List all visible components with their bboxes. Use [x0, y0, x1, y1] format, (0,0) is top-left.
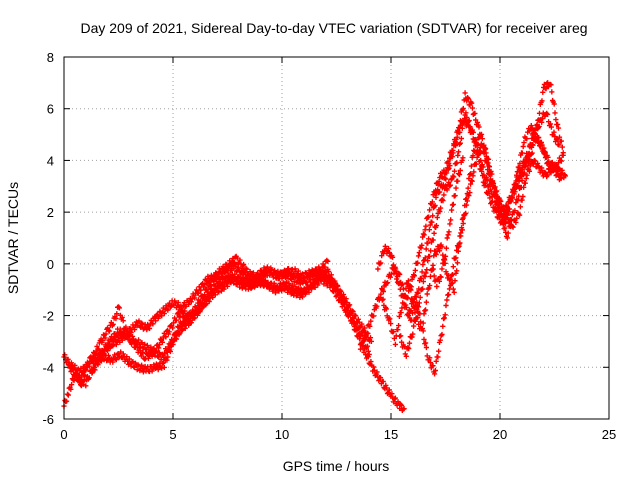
y-tick-label: 2 — [47, 205, 54, 220]
x-tick-label: 10 — [275, 427, 289, 442]
series-track-8 — [397, 110, 566, 359]
series-track-4 — [89, 266, 374, 376]
y-tick-label: -2 — [42, 309, 54, 324]
x-tick-label: 0 — [60, 427, 67, 442]
series-markers — [405, 110, 562, 377]
x-tick-label: 20 — [493, 427, 507, 442]
y-tick-label: 4 — [47, 153, 54, 168]
y-axis-label: SDTVAR / TECUs — [5, 182, 21, 294]
series-markers — [429, 155, 466, 290]
series-markers — [89, 266, 374, 376]
x-tick-label: 25 — [602, 427, 616, 442]
y-tick-label: 0 — [47, 257, 54, 272]
series-track-10 — [429, 155, 466, 290]
plot-frame — [63, 56, 610, 420]
y-tick-label: 6 — [47, 102, 54, 117]
x-tick-label: 5 — [169, 427, 176, 442]
axis-ticks: 0 5 10 15 20 25 -6 -4 -2 0 2 4 6 8 — [42, 50, 616, 442]
x-tick-label: 15 — [384, 427, 398, 442]
x-axis-label: GPS time / hours — [283, 458, 390, 474]
y-tick-label: 8 — [47, 50, 54, 65]
series-track-6 — [375, 115, 564, 323]
series-markers — [65, 271, 372, 389]
y-tick-label: -6 — [42, 412, 54, 427]
y-tick-label: -4 — [42, 360, 54, 375]
series-markers — [397, 110, 566, 359]
grid-lines — [64, 57, 609, 419]
series-track-3 — [65, 271, 372, 389]
series-track-9 — [405, 110, 562, 377]
chart-title: Day 209 of 2021, Sidereal Day-to-day VTE… — [80, 20, 587, 36]
series-markers — [375, 115, 564, 323]
data-marks — [61, 80, 568, 413]
